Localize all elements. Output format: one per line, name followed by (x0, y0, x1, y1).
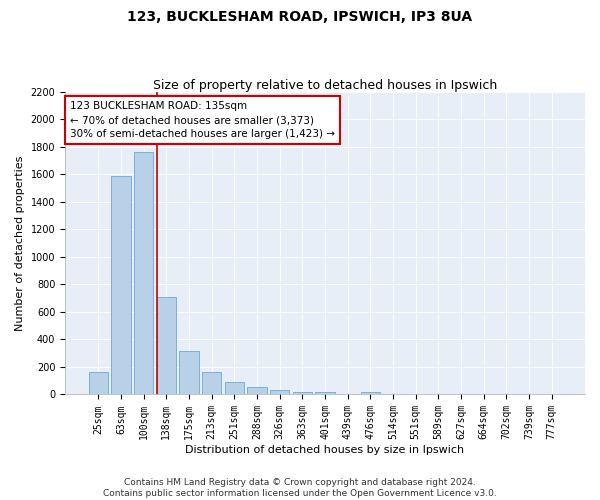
Bar (112, 176, 131, 394)
Bar (316, 392, 335, 394)
Bar (224, 382, 244, 394)
Y-axis label: Number of detached properties: Number of detached properties (15, 156, 25, 331)
Bar (247, 387, 266, 394)
Title: Size of property relative to detached houses in Ipswich: Size of property relative to detached ho… (153, 79, 497, 92)
Bar (202, 372, 221, 394)
Bar (134, 152, 153, 394)
Text: 123, BUCKLESHAM ROAD, IPSWICH, IP3 8UA: 123, BUCKLESHAM ROAD, IPSWICH, IP3 8UA (127, 10, 473, 24)
Bar (361, 392, 380, 394)
Bar (89, 372, 108, 394)
Bar (293, 392, 312, 394)
Text: 123 BUCKLESHAM ROAD: 135sqm
← 70% of detached houses are smaller (3,373)
30% of : 123 BUCKLESHAM ROAD: 135sqm ← 70% of det… (70, 101, 335, 139)
X-axis label: Distribution of detached houses by size in Ipswich: Distribution of detached houses by size … (185, 445, 464, 455)
Bar (179, 351, 199, 395)
Text: Contains HM Land Registry data © Crown copyright and database right 2024.
Contai: Contains HM Land Registry data © Crown c… (103, 478, 497, 498)
Bar (157, 297, 176, 394)
Bar (270, 390, 289, 394)
